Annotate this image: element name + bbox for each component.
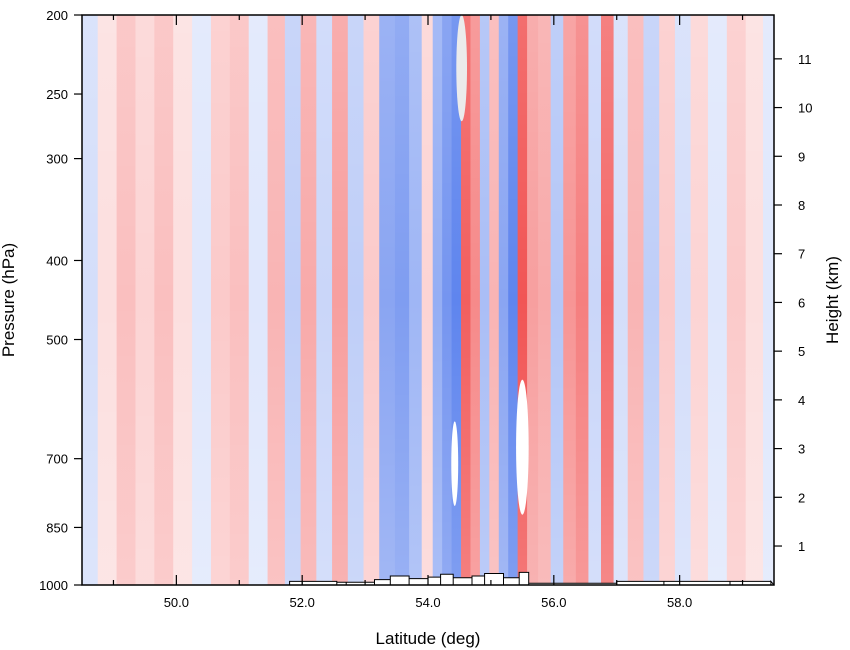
y-tick-label: 850: [46, 520, 68, 535]
y2-axis-label: Height (km): [823, 256, 842, 344]
y-tick-label: 300: [46, 152, 68, 167]
y2-tick-label: 2: [798, 490, 805, 505]
x-tick-label: 50.0: [164, 595, 189, 610]
y2-tick-label: 1: [798, 539, 805, 554]
x-tick-label: 54.0: [415, 595, 440, 610]
x-tick-label: 52.0: [290, 595, 315, 610]
heatmap-field: [82, 15, 774, 585]
y-tick-label: 250: [46, 87, 68, 102]
y2-tick-label: 7: [798, 247, 805, 262]
y2-tick-label: 10: [798, 101, 812, 116]
y-tick-label: 500: [46, 333, 68, 348]
missing-data-regions: [451, 15, 529, 515]
missing-region: [451, 421, 459, 506]
y2-tick-label: 11: [798, 52, 812, 67]
y2-tick-label: 4: [798, 393, 805, 408]
y2-tick-label: 6: [798, 295, 805, 310]
x-tick-label: 58.0: [667, 595, 692, 610]
x-tick-label: 56.0: [541, 595, 566, 610]
y-axis-label: Pressure (hPa): [0, 243, 18, 357]
y2-tick-label: 8: [798, 198, 805, 213]
y-tick-label: 1000: [39, 578, 68, 593]
y-axis-ticks: 1000 850 700 500 400 300 250 200: [39, 8, 82, 593]
y2-tick-label: 9: [798, 149, 805, 164]
heatmap-vertical-fade: [82, 15, 774, 585]
x-axis-ticks: 50.0 52.0 54.0 56.0 58.0: [112, 15, 744, 610]
y2-tick-label: 5: [798, 344, 805, 359]
missing-region: [516, 379, 529, 515]
y2-axis-ticks: 1 2 3 4 5 6 7 8 9 10 11: [774, 52, 812, 554]
missing-region: [456, 15, 468, 122]
y-tick-label: 200: [46, 8, 68, 23]
y-tick-label: 700: [46, 452, 68, 467]
terrain-outline: [289, 571, 774, 585]
x-axis-label: Latitude (deg): [376, 629, 481, 648]
y-tick-label: 400: [46, 253, 68, 268]
y2-tick-label: 3: [798, 442, 805, 457]
